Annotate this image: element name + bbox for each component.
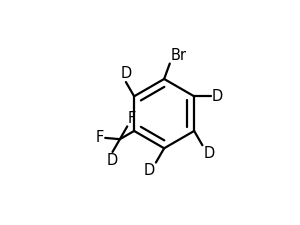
Text: F: F — [96, 130, 104, 145]
Text: D: D — [144, 163, 155, 178]
Text: F: F — [128, 111, 136, 126]
Text: Br: Br — [170, 48, 186, 63]
Text: D: D — [212, 89, 223, 104]
Text: D: D — [106, 153, 118, 168]
Text: D: D — [203, 146, 214, 161]
Text: D: D — [120, 66, 131, 81]
